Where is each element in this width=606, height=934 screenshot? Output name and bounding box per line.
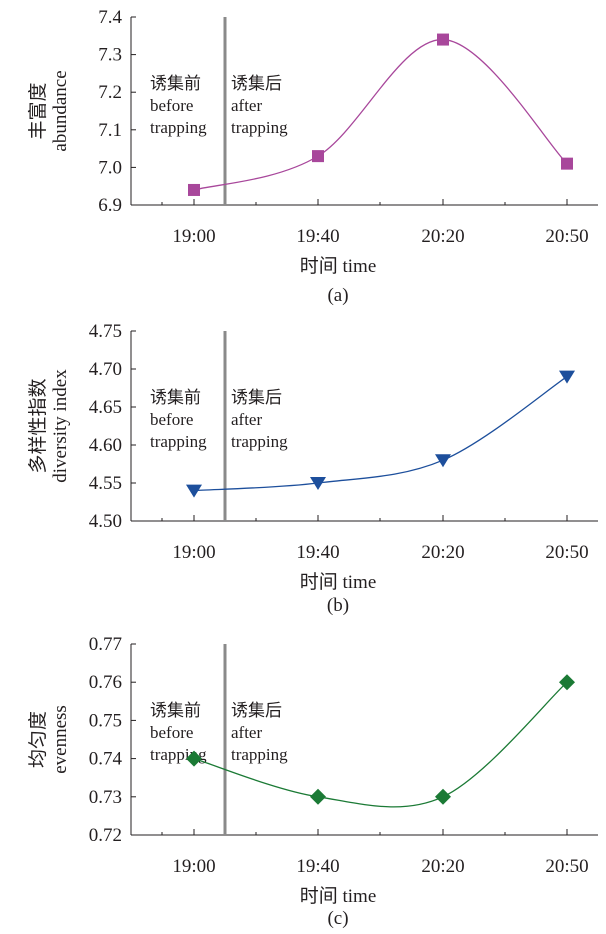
y-tick-label: 4.50 [89, 511, 122, 532]
panel-caption: (a) [327, 285, 348, 306]
y-tick-label: 4.55 [89, 473, 122, 494]
y-axis-title-cn: 丰富度 [27, 82, 49, 139]
annotation-after-en: after [231, 723, 262, 742]
y-tick-label: 0.72 [89, 825, 122, 846]
annotation-after-en: trapping [231, 745, 288, 764]
annotation-after-en: after [231, 410, 262, 429]
chart-panel-a: 6.9 7.0 7.1 7.2 7.3 7.4 19:00 19:40 20:20 20:50 时间… [27, 7, 598, 306]
data-point-marker [310, 788, 326, 805]
y-tick-label: 0.76 [89, 672, 122, 693]
x-tick-label: 19:00 [172, 226, 215, 247]
y-tick-label: 4.75 [89, 321, 122, 342]
chart-panel-b: 4.50 4.55 4.60 4.65 4.70 4.75 19:00 19:40 20:20 2… [27, 321, 598, 616]
y-axis-title-en: diversity index [50, 369, 71, 483]
panel-caption: (b) [327, 595, 349, 616]
y-tick-label: 7.3 [98, 45, 122, 66]
y-tick-label: 7.1 [98, 120, 122, 141]
x-tick-label: 20:50 [545, 856, 588, 877]
data-point-marker [186, 484, 202, 498]
y-tick-label: 4.65 [89, 397, 122, 418]
data-point-marker [561, 157, 573, 170]
chart-panel-c: 0.72 0.73 0.74 0.75 0.76 0.77 19:00 19:40 20:20 2… [27, 634, 598, 929]
x-tick-label: 20:20 [421, 542, 464, 563]
x-tick-label: 19:40 [296, 542, 339, 563]
y-tick-label: 0.73 [89, 787, 122, 808]
series-line [193, 681, 568, 808]
y-tick-label: 0.74 [89, 749, 123, 770]
x-axis-title: 时间 time [300, 885, 377, 907]
annotation-before-cn: 诱集前 [150, 74, 201, 93]
annotation-before-en: before [150, 410, 193, 429]
annotation-before-en: trapping [150, 118, 207, 137]
annotation-after-en: trapping [231, 432, 288, 451]
y-axis-title-cn: 多样性指数 [27, 378, 49, 473]
data-point-marker [310, 477, 326, 490]
annotation-after-cn: 诱集后 [231, 388, 282, 407]
y-tick-label: 7.2 [98, 82, 122, 103]
x-tick-label: 20:50 [545, 542, 588, 563]
annotation-before-en: trapping [150, 432, 207, 451]
annotation-after-cn: 诱集后 [231, 74, 282, 93]
annotation-after-en: trapping [231, 118, 288, 137]
data-point-marker [312, 150, 324, 163]
annotation-after-cn: 诱集后 [231, 701, 282, 720]
annotation-before-en: before [150, 96, 193, 115]
y-axis-title-en: abundance [50, 70, 71, 151]
y-tick-label: 7.4 [98, 7, 122, 28]
x-tick-label: 19:00 [172, 856, 215, 877]
x-axis-title: 时间 time [300, 255, 377, 277]
x-axis-title: 时间 time [300, 571, 377, 593]
data-point-marker [186, 750, 202, 767]
x-tick-label: 20:20 [421, 856, 464, 877]
y-tick-label: 0.77 [89, 634, 122, 655]
series-line [193, 376, 568, 492]
annotation-before-cn: 诱集前 [150, 388, 201, 407]
data-point-marker [188, 183, 200, 196]
y-axis-title-en: evenness [50, 705, 71, 774]
y-tick-label: 7.0 [98, 157, 122, 178]
x-tick-label: 20:50 [545, 226, 588, 247]
data-point-marker [437, 33, 449, 46]
series-line [193, 38, 568, 191]
y-tick-label: 4.70 [89, 359, 122, 380]
y-axis-title-cn: 均匀度 [27, 711, 49, 768]
x-tick-label: 19:40 [296, 226, 339, 247]
y-tick-label: 6.9 [98, 195, 122, 216]
annotation-after-en: after [231, 96, 262, 115]
data-point-marker [435, 454, 451, 468]
y-tick-label: 4.60 [89, 435, 122, 456]
x-tick-label: 19:40 [296, 856, 339, 877]
data-point-marker [559, 674, 575, 691]
x-tick-label: 20:20 [421, 226, 464, 247]
y-tick-label: 0.75 [89, 710, 122, 731]
data-point-marker [559, 370, 575, 384]
x-tick-label: 19:00 [172, 542, 215, 563]
annotation-before-en: before [150, 723, 193, 742]
annotation-before-cn: 诱集前 [150, 701, 201, 720]
panel-caption: (c) [327, 908, 348, 929]
data-point-marker [435, 788, 451, 805]
